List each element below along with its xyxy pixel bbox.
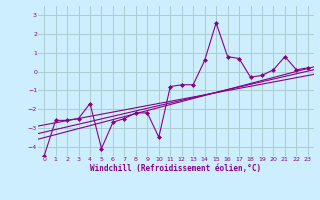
X-axis label: Windchill (Refroidissement éolien,°C): Windchill (Refroidissement éolien,°C) bbox=[91, 164, 261, 173]
